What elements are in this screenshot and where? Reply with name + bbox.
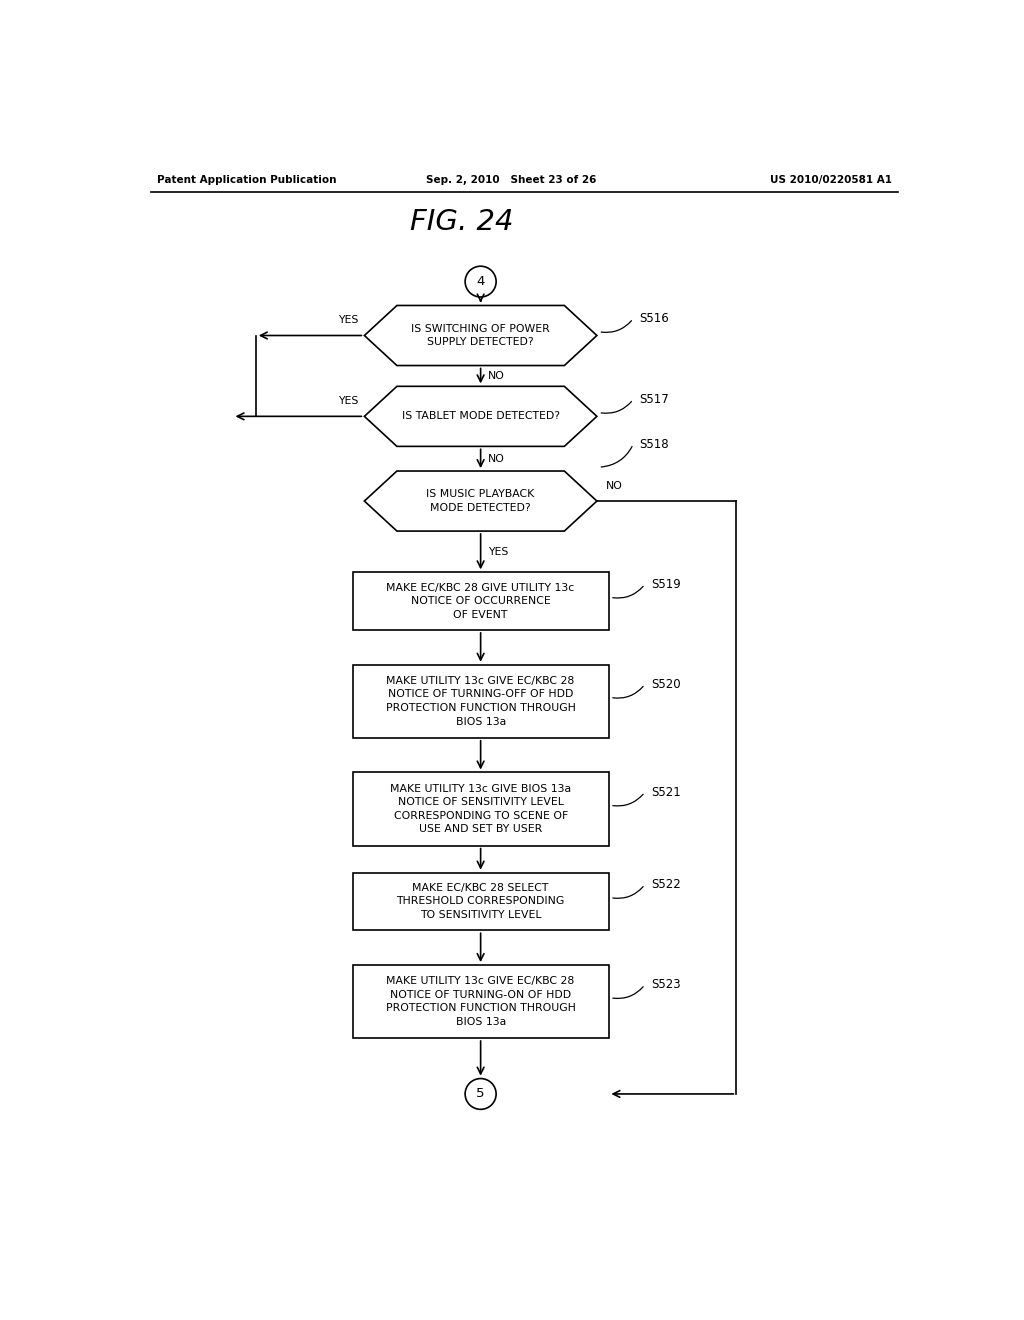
Text: YES: YES xyxy=(338,315,358,326)
Text: FIG. 24: FIG. 24 xyxy=(410,207,513,235)
Text: US 2010/0220581 A1: US 2010/0220581 A1 xyxy=(770,176,892,185)
Polygon shape xyxy=(365,305,597,366)
Text: Patent Application Publication: Patent Application Publication xyxy=(158,176,337,185)
Text: YES: YES xyxy=(488,546,509,557)
Polygon shape xyxy=(365,471,597,531)
Text: S520: S520 xyxy=(651,677,681,690)
Text: NO: NO xyxy=(488,454,505,463)
FancyBboxPatch shape xyxy=(352,772,608,846)
Text: NO: NO xyxy=(488,371,505,381)
Polygon shape xyxy=(365,387,597,446)
Text: 5: 5 xyxy=(476,1088,485,1101)
Text: S523: S523 xyxy=(651,978,681,991)
Text: S518: S518 xyxy=(640,437,669,450)
FancyBboxPatch shape xyxy=(352,573,608,630)
Text: S522: S522 xyxy=(651,878,681,891)
Text: 4: 4 xyxy=(476,275,484,288)
Text: MAKE UTILITY 13c GIVE EC/KBC 28
NOTICE OF TURNING-ON OF HDD
PROTECTION FUNCTION : MAKE UTILITY 13c GIVE EC/KBC 28 NOTICE O… xyxy=(386,977,575,1027)
Text: S519: S519 xyxy=(651,578,681,591)
Text: MAKE EC/KBC 28 SELECT
THRESHOLD CORRESPONDING
TO SENSITIVITY LEVEL: MAKE EC/KBC 28 SELECT THRESHOLD CORRESPO… xyxy=(396,883,565,920)
Text: S516: S516 xyxy=(640,312,670,325)
Text: S521: S521 xyxy=(651,785,681,799)
Text: Sep. 2, 2010   Sheet 23 of 26: Sep. 2, 2010 Sheet 23 of 26 xyxy=(426,176,597,185)
Text: MAKE EC/KBC 28 GIVE UTILITY 13c
NOTICE OF OCCURRENCE
OF EVENT: MAKE EC/KBC 28 GIVE UTILITY 13c NOTICE O… xyxy=(386,582,574,620)
Text: MAKE UTILITY 13c GIVE EC/KBC 28
NOTICE OF TURNING-OFF OF HDD
PROTECTION FUNCTION: MAKE UTILITY 13c GIVE EC/KBC 28 NOTICE O… xyxy=(386,676,575,726)
Text: IS SWITCHING OF POWER
SUPPLY DETECTED?: IS SWITCHING OF POWER SUPPLY DETECTED? xyxy=(412,323,550,347)
Text: S517: S517 xyxy=(640,393,670,407)
Text: IS MUSIC PLAYBACK
MODE DETECTED?: IS MUSIC PLAYBACK MODE DETECTED? xyxy=(427,490,535,513)
Text: MAKE UTILITY 13c GIVE BIOS 13a
NOTICE OF SENSITIVITY LEVEL
CORRESPONDING TO SCEN: MAKE UTILITY 13c GIVE BIOS 13a NOTICE OF… xyxy=(390,784,571,834)
FancyBboxPatch shape xyxy=(352,873,608,931)
Text: IS TABLET MODE DETECTED?: IS TABLET MODE DETECTED? xyxy=(401,412,560,421)
FancyBboxPatch shape xyxy=(352,965,608,1038)
Text: NO: NO xyxy=(606,480,623,491)
Text: YES: YES xyxy=(338,396,358,407)
FancyBboxPatch shape xyxy=(352,665,608,738)
